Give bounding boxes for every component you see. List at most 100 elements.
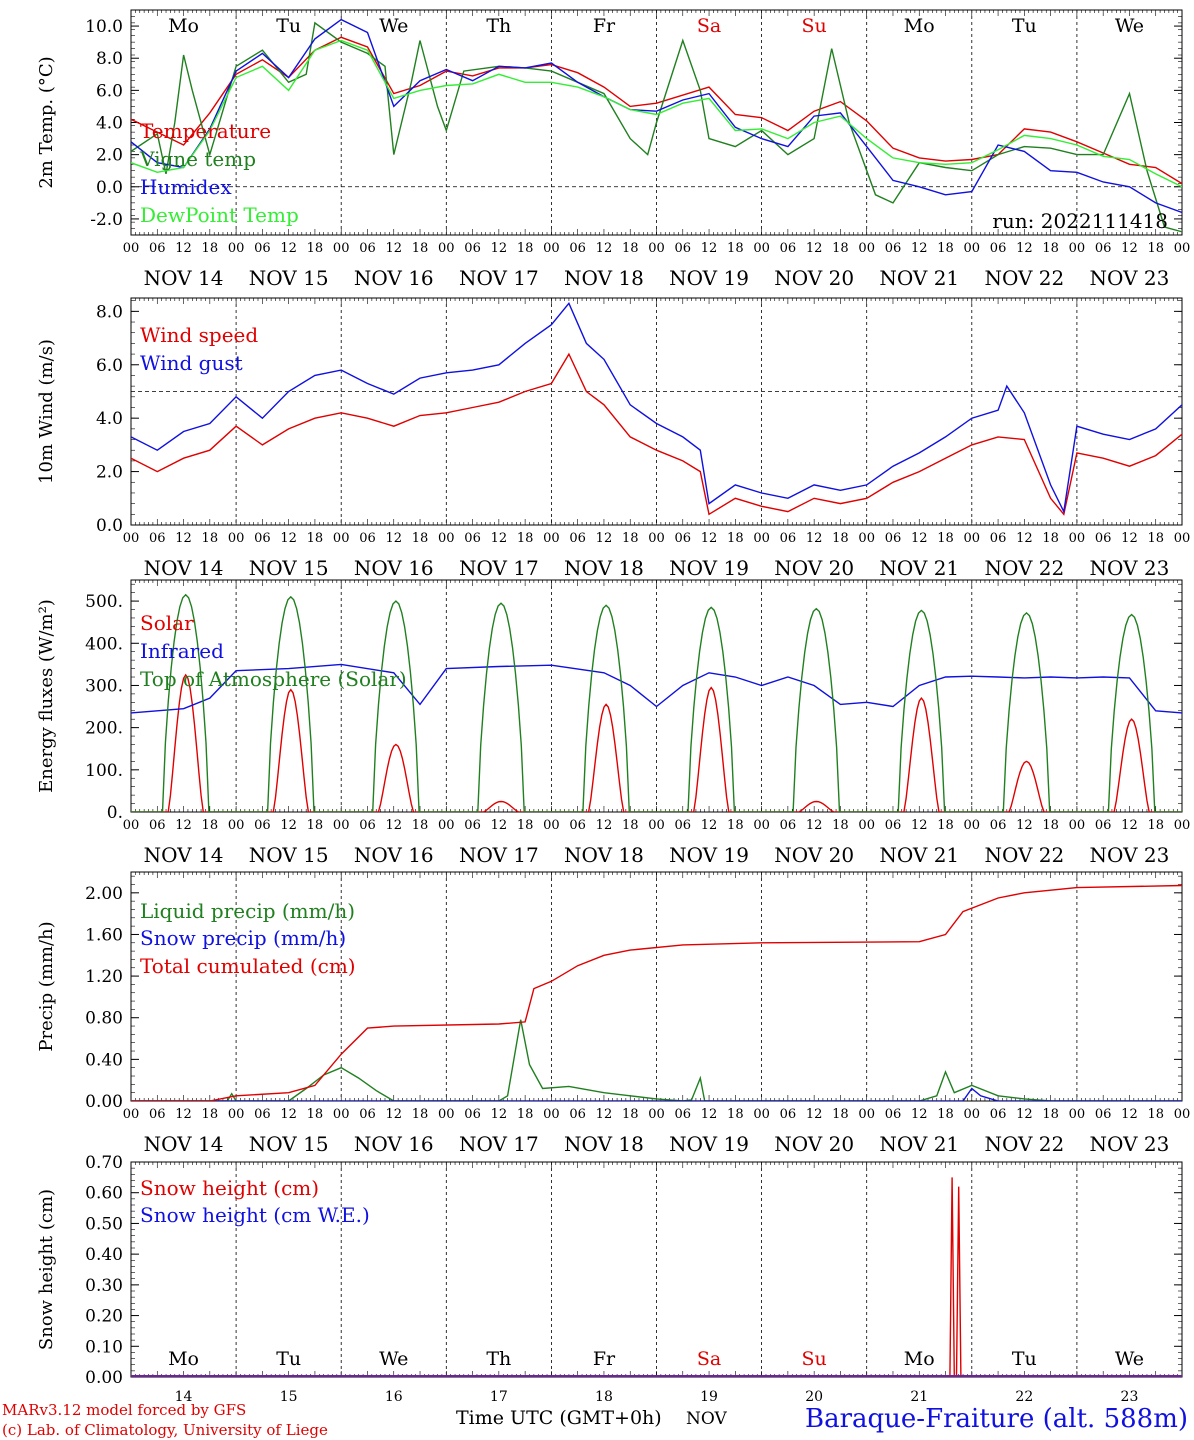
legend-entry: Snow precip (mm/h) — [140, 926, 346, 950]
hour-tick-label: 00 — [123, 531, 140, 546]
day-number-label: 17 — [490, 1389, 508, 1405]
hour-tick-label: 12 — [1121, 818, 1138, 833]
hour-tick-label: 06 — [464, 1107, 481, 1122]
hour-tick-label: 12 — [175, 241, 192, 256]
hour-tick-label: 18 — [412, 531, 429, 546]
y-tick-label: 100. — [85, 761, 123, 781]
hour-tick-label: 06 — [885, 818, 902, 833]
date-label: NOV 22 — [984, 556, 1064, 580]
hour-tick-label: 12 — [701, 531, 718, 546]
weekday-label: We — [1115, 15, 1144, 37]
hour-tick-label: 00 — [333, 241, 350, 256]
hour-tick-label: 18 — [622, 531, 639, 546]
hour-tick-label: 00 — [753, 818, 770, 833]
series-line-vigne-temp — [131, 21, 1182, 233]
hour-tick-label: 06 — [885, 1107, 902, 1122]
weekday-label: We — [379, 1348, 408, 1370]
weekday-label: Su — [802, 15, 827, 37]
hour-tick-label: 18 — [412, 818, 429, 833]
footer-lab: (c) Lab. of Climatology, University of L… — [2, 1421, 328, 1439]
y-tick-label: 0.70 — [85, 1153, 123, 1173]
hour-tick-label: 18 — [412, 241, 429, 256]
y-tick-label: 0.0 — [96, 178, 123, 198]
date-label: NOV 19 — [669, 556, 749, 580]
series-line-top-of-atmosphere-solar- — [131, 593, 1182, 812]
hour-tick-label: 00 — [228, 1107, 245, 1122]
hour-tick-label: 18 — [1147, 818, 1164, 833]
hour-tick-label: 12 — [385, 818, 402, 833]
hour-tick-label: 06 — [990, 818, 1007, 833]
hour-tick-label: 06 — [1095, 1107, 1112, 1122]
hour-tick-label: 06 — [149, 1107, 166, 1122]
hour-tick-label: 18 — [1147, 531, 1164, 546]
series-line-wind-speed — [131, 352, 1182, 516]
y-tick-label: 0.50 — [85, 1214, 123, 1234]
hour-tick-label: 00 — [438, 531, 455, 546]
y-tick-label: 0.60 — [85, 1184, 123, 1204]
plot-area — [131, 884, 1182, 1101]
weekday-label: Tu — [1012, 1348, 1037, 1370]
hour-tick-label: 00 — [648, 241, 665, 256]
panel-5: 0.00 0.10 0.20 0.30 0.40 0.50 0.60 0.70 Snow hei… — [36, 1153, 1183, 1405]
date-label: NOV 17 — [459, 266, 539, 290]
hour-tick-label: 18 — [832, 1107, 849, 1122]
date-label: NOV 17 — [459, 843, 539, 867]
hour-tick-label: 12 — [1016, 241, 1033, 256]
y-tick-label: 400. — [85, 634, 123, 654]
hour-tick-label: 06 — [569, 241, 586, 256]
hour-tick-label: 00 — [1069, 1107, 1086, 1122]
y-axis-label: Precip (mm/h) — [36, 921, 57, 1051]
y-tick-label: 200. — [85, 719, 123, 739]
date-label: NOV 22 — [984, 266, 1064, 290]
plot-area — [131, 1177, 1182, 1377]
hour-tick-label: 12 — [491, 818, 508, 833]
hour-tick-label: 12 — [701, 1107, 718, 1122]
hour-tick-label: 06 — [254, 1107, 271, 1122]
date-label: NOV 20 — [774, 266, 854, 290]
date-label: NOV 14 — [144, 843, 224, 867]
weekday-label: Th — [486, 15, 511, 37]
y-tick-label: 4.0 — [96, 114, 123, 134]
hour-tick-label: 12 — [1121, 531, 1138, 546]
y-tick-label: 2.00 — [85, 884, 123, 904]
hour-tick-label: 18 — [832, 241, 849, 256]
y-axis-label: Energy fluxes (W/m²) — [36, 599, 57, 793]
hour-tick-label: 18 — [202, 1107, 219, 1122]
hour-tick-label: 12 — [701, 818, 718, 833]
date-label: NOV 16 — [354, 1132, 434, 1156]
hour-tick-label: 12 — [280, 531, 297, 546]
date-label: NOV 15 — [249, 1132, 329, 1156]
hour-tick-label: 00 — [333, 531, 350, 546]
date-label: NOV 18 — [564, 556, 644, 580]
hour-tick-label: 00 — [228, 241, 245, 256]
y-tick-label: 4.0 — [96, 409, 123, 429]
hour-tick-label: 18 — [307, 1107, 324, 1122]
y-tick-label: 1.60 — [85, 925, 123, 945]
hour-tick-label: 18 — [517, 1107, 534, 1122]
hour-tick-label: 18 — [1042, 1107, 1059, 1122]
weekday-label: Mo — [904, 1348, 935, 1370]
hour-tick-label: 00 — [858, 531, 875, 546]
weekday-label: Mo — [168, 1348, 199, 1370]
y-tick-label: 0.20 — [85, 1307, 123, 1327]
y-tick-label: 6.0 — [96, 81, 123, 101]
hour-tick-label: 06 — [885, 241, 902, 256]
hour-tick-label: 00 — [333, 818, 350, 833]
hour-tick-label: 00 — [964, 1107, 981, 1122]
day-number-label: 20 — [805, 1389, 823, 1405]
month-label: NOV — [686, 1409, 728, 1429]
weekday-label: Su — [802, 1348, 827, 1370]
hour-tick-label: 00 — [333, 1107, 350, 1122]
date-label: NOV 16 — [354, 843, 434, 867]
hour-tick-label: 00 — [1069, 531, 1086, 546]
weekday-label: Sa — [697, 1348, 721, 1370]
hour-tick-label: 06 — [675, 818, 692, 833]
y-tick-label: 500. — [85, 592, 123, 612]
hour-tick-label: 06 — [359, 818, 376, 833]
hour-tick-label: 06 — [990, 1107, 1007, 1122]
date-label: NOV 17 — [459, 556, 539, 580]
hour-tick-label: 18 — [1042, 818, 1059, 833]
hour-tick-label: 00 — [1069, 818, 1086, 833]
hour-tick-label: 06 — [254, 241, 271, 256]
hour-tick-label: 18 — [622, 241, 639, 256]
